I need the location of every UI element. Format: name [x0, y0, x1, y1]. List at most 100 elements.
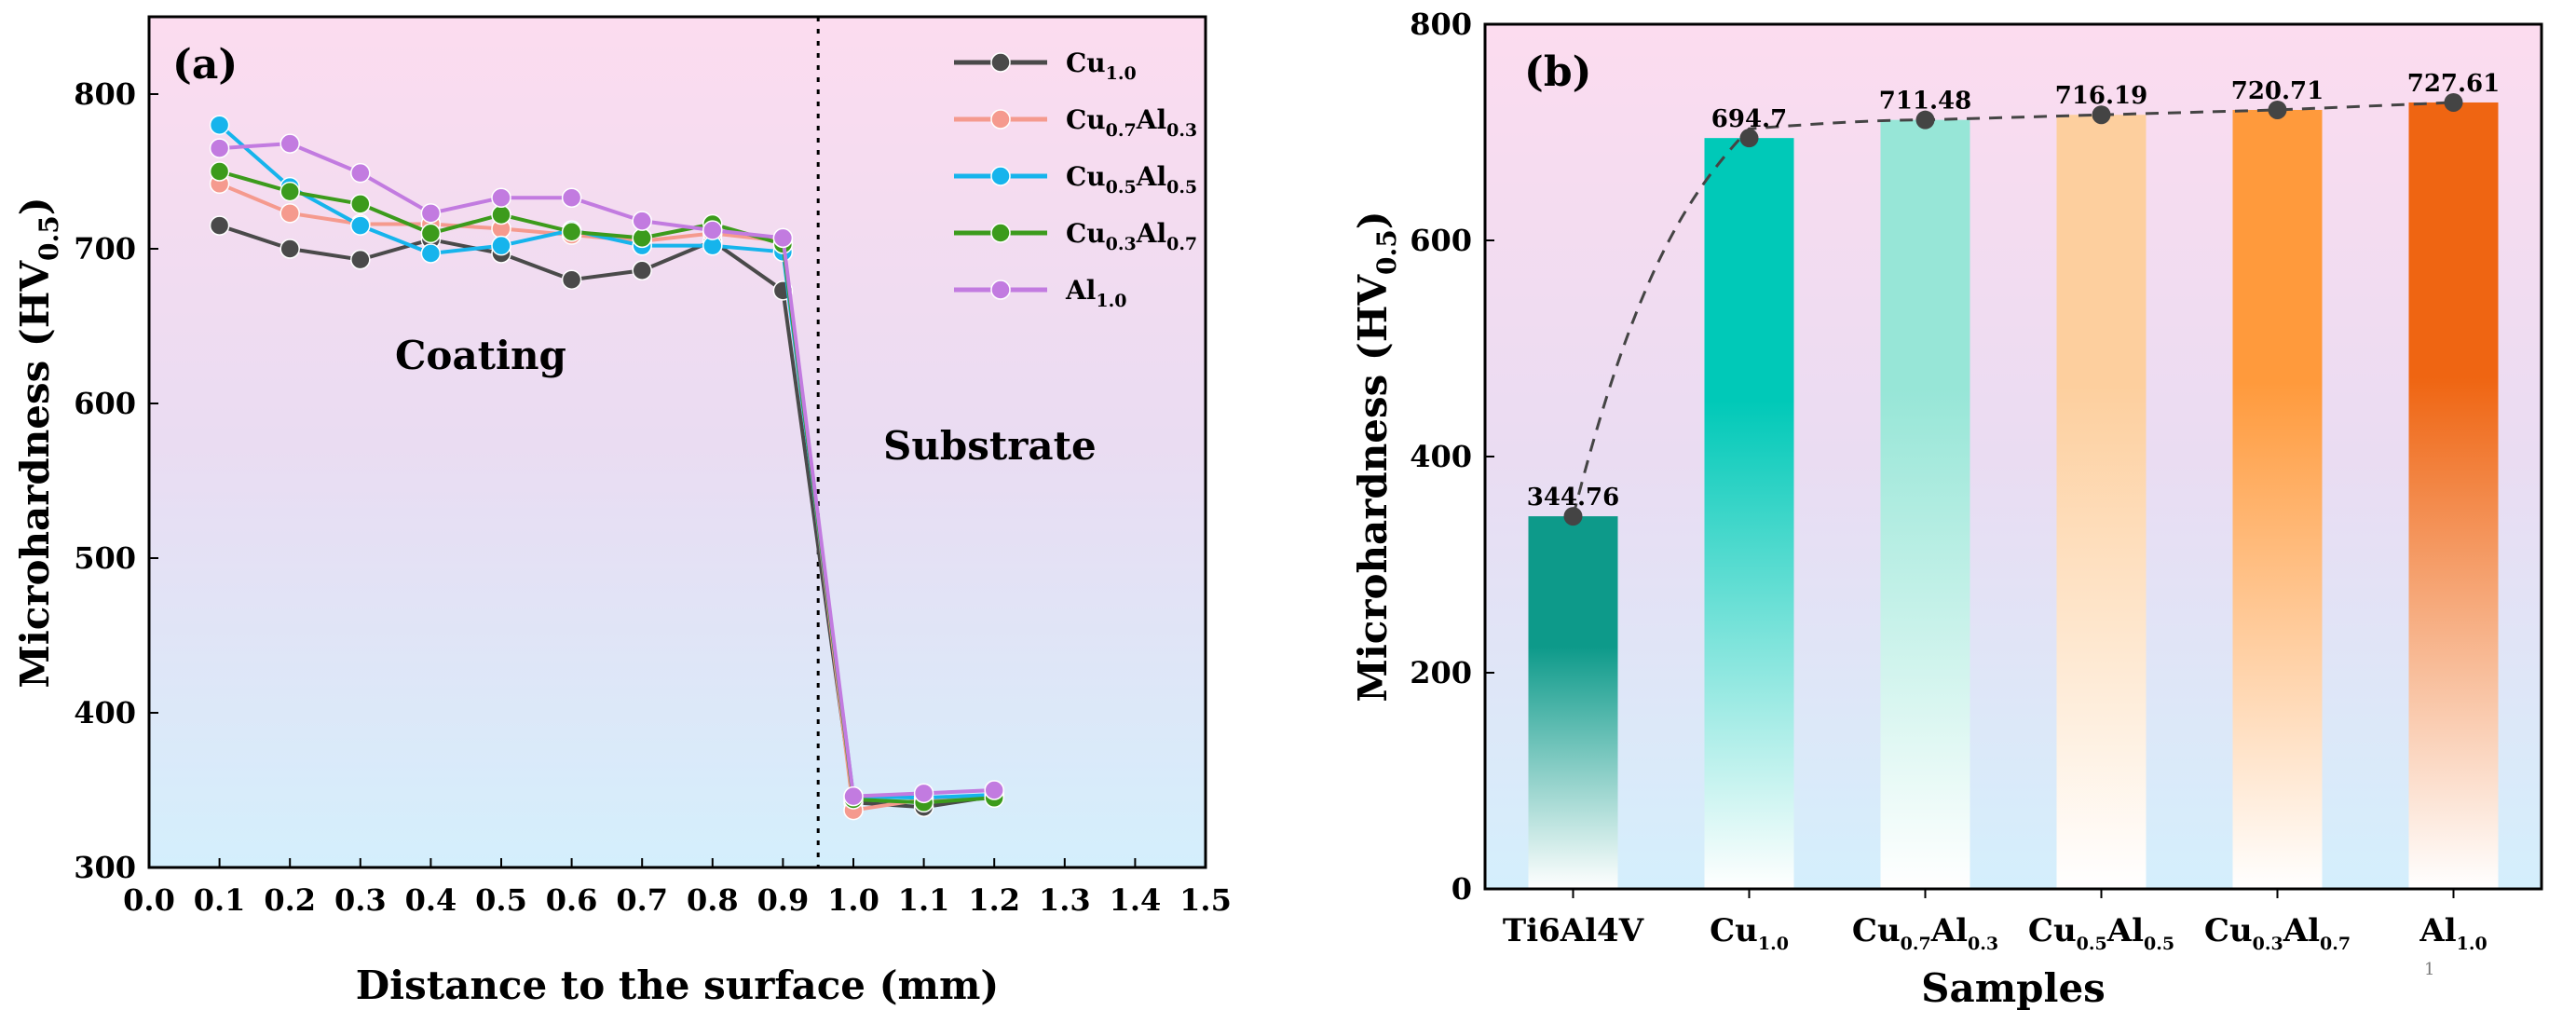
plot-a-frame [147, 15, 1207, 869]
plot-a-series [209, 115, 1004, 821]
y-tick-label-a: 800 [74, 76, 136, 112]
y-tick-label-b: 600 [1410, 223, 1472, 258]
legend-item: Cu0.7​Al0.3​ [954, 104, 1197, 141]
legend-label: Cu0.7​Al0.3​ [1066, 104, 1197, 141]
page-number: 1 [2424, 960, 2434, 979]
panel-b-label: (b) [1524, 48, 1591, 96]
category-label: Cu0.5​Al0.5​ [2028, 912, 2174, 954]
x-tick-label-a: 1.2 [968, 882, 1020, 918]
data-point [561, 269, 582, 290]
legend-a: Cu1.0​ Cu0.7​Al0.3​ Cu0.5​Al0.5​ Cu0.3​Al0.… [954, 48, 1197, 311]
x-tick-label-a: 1.3 [1039, 882, 1091, 918]
x-tick-label-a: 0.3 [334, 882, 387, 918]
legend-item: Cu0.3​Al0.7​ [954, 218, 1197, 254]
legend-swatch-marker [990, 280, 1011, 300]
plot-b-bars [1528, 102, 2499, 890]
legend-label: Cu1.0​ [1066, 48, 1137, 84]
data-point [350, 249, 371, 270]
data-point [561, 221, 582, 242]
y-tick-label-b: 0 [1452, 871, 1472, 907]
legend-label: Cu0.5​Al0.5​ [1066, 161, 1197, 198]
series-line [218, 224, 995, 810]
legend-item: Cu0.5​Al0.5​ [954, 161, 1197, 198]
legend-swatch-marker [990, 109, 1011, 130]
x-tick-label-a: 0.1 [194, 882, 246, 918]
legend-swatch-marker [990, 166, 1011, 186]
data-point [632, 260, 652, 280]
data-point [279, 133, 300, 154]
data-point [772, 227, 794, 249]
data-point [279, 181, 300, 202]
data-point [420, 243, 442, 264]
bar [1528, 516, 1618, 889]
data-point [420, 203, 442, 224]
value-label: 720.71 [2231, 77, 2324, 105]
legend-item: Al1.0​ [954, 275, 1126, 311]
panel-a-line-chart: (a) Coating Substrate Cu1.0​ Cu0.7​Al0.3​… [12, 15, 1232, 1008]
plot-a-ticks [148, 93, 1206, 868]
legend-item: Cu1.0​ [954, 48, 1137, 84]
x-tick-label-a: 0.9 [757, 882, 810, 918]
value-label: 711.48 [1879, 88, 1972, 116]
coating-label: Coating [395, 333, 566, 378]
plot-b-points [1563, 92, 2463, 526]
panel-a-label: (a) [172, 41, 238, 89]
x-tick-label-a: 0.4 [405, 882, 457, 918]
x-tick-label-a: 0.5 [475, 882, 527, 918]
plot-b-value-labels: 344.76 694.7 711.48 716.19 720.71 727.61 [1527, 70, 2501, 512]
value-label: 716.19 [2055, 82, 2148, 110]
x-axis-title-b: Samples [1921, 965, 2106, 1011]
y-tick-label-a: 700 [74, 231, 136, 266]
bar [1704, 138, 1794, 889]
series-line [219, 142, 995, 799]
legend-swatch-marker [990, 52, 1011, 73]
substrate-label: Substrate [883, 423, 1097, 469]
legend-label: Cu0.3​Al0.7​ [1066, 218, 1197, 254]
bar-point [2268, 100, 2287, 119]
bar-point [1739, 129, 1759, 148]
y-axis-title-b: Microhardness (HV0.5) [1350, 211, 1402, 702]
y-tick-label-a: 500 [74, 540, 136, 576]
x-tick-label-a: 1.1 [898, 882, 950, 918]
legend-swatch-marker [990, 223, 1011, 243]
y-tick-label-a: 600 [74, 386, 136, 421]
y-tick-label-b: 200 [1410, 655, 1472, 690]
bar-point [1915, 110, 1935, 130]
data-point [279, 203, 300, 224]
data-point [209, 161, 230, 182]
data-point [984, 780, 1004, 800]
x-tick-label-a: 0.8 [687, 882, 739, 918]
data-point [913, 783, 934, 804]
bar-point [2092, 105, 2111, 125]
value-label: 344.76 [1527, 484, 1620, 512]
data-point [209, 215, 230, 236]
series-line [219, 170, 995, 805]
data-point [491, 187, 511, 208]
plot-b-tick-labels: 0 200 400 600 800 Ti6Al4V Cu1.0​ Cu0.7​Al0.3​ Cu… [1410, 7, 2487, 954]
bar [2232, 109, 2323, 890]
bar [2408, 102, 2499, 889]
category-label: Cu0.3​Al0.7​ [2204, 912, 2351, 954]
x-axis-title-a: Distance to the surface (mm) [356, 963, 1000, 1008]
data-point [632, 211, 652, 231]
y-axis-title-a: Microhardness (HV0.5) [12, 197, 64, 688]
x-tick-label-a: 0.7 [616, 882, 668, 918]
data-point [209, 115, 230, 135]
x-tick-label-a: 1.4 [1110, 882, 1162, 918]
series-a-4 [209, 133, 1004, 807]
data-point [209, 138, 230, 158]
y-tick-label-b: 400 [1410, 439, 1472, 474]
data-point [350, 162, 371, 184]
data-point [491, 235, 511, 256]
x-tick-label-a: 0.0 [123, 882, 175, 918]
bar [1880, 119, 1970, 889]
data-point [632, 227, 652, 249]
data-point [350, 215, 371, 236]
plot-a-tick-labels: 0.0 0.1 0.2 0.3 0.4 0.5 0.6 0.7 0.8 0.9 1.0 1.1 1.2 1… [74, 76, 1232, 918]
data-point [843, 785, 864, 807]
value-label: 694.7 [1711, 105, 1787, 133]
data-point [350, 194, 371, 214]
data-point [702, 220, 723, 240]
